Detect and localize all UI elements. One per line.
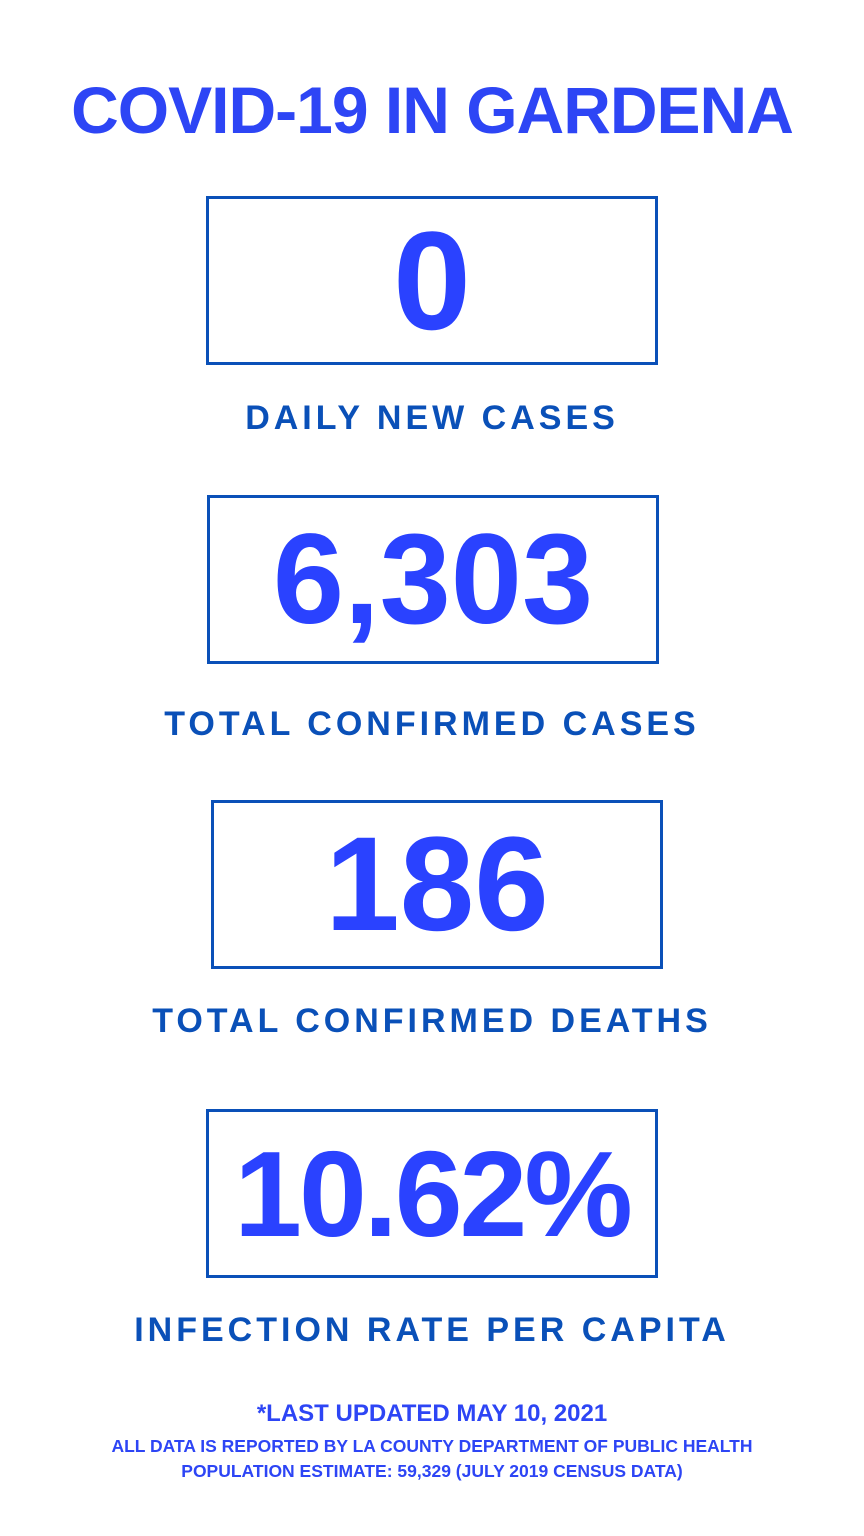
total-deaths-value: 186 — [325, 809, 549, 959]
total-deaths-box: 186 — [211, 800, 663, 969]
population-estimate: POPULATION ESTIMATE: 59,329 (JULY 2019 C… — [181, 1461, 683, 1481]
data-source: ALL DATA IS REPORTED BY LA COUNTY DEPART… — [111, 1436, 753, 1456]
infection-rate-box: 10.62% — [206, 1109, 658, 1278]
total-cases-label: TOTAL CONFIRMED CASES — [164, 705, 700, 743]
daily-new-cases-box: 0 — [206, 196, 658, 365]
last-updated: *LAST UPDATED MAY 10, 2021 — [256, 1400, 608, 1427]
daily-new-cases-label: DAILY NEW CASES — [245, 399, 619, 437]
total-deaths-label: TOTAL CONFIRMED DEATHS — [152, 1002, 712, 1040]
infection-rate-value: 10.62% — [234, 1125, 633, 1262]
daily-new-cases-value: 0 — [393, 201, 471, 359]
infection-rate-label: INFECTION RATE PER CAPITA — [134, 1311, 730, 1349]
total-cases-box: 6,303 — [207, 495, 659, 664]
page-title: COVID-19 IN GARDENA — [71, 73, 794, 147]
total-cases-value: 6,303 — [272, 507, 594, 651]
